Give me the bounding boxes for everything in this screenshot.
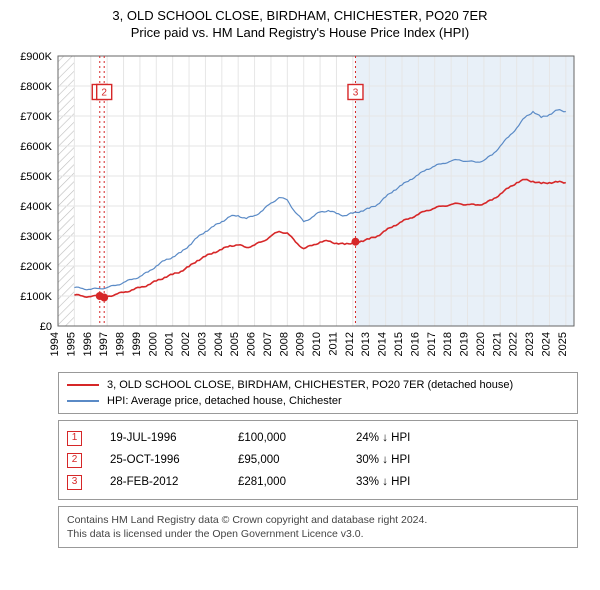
legend-swatch: [67, 384, 99, 386]
svg-text:1998: 1998: [115, 332, 127, 356]
svg-text:2: 2: [101, 88, 107, 99]
event-marker: 1: [67, 431, 82, 446]
event-price: £281,000: [238, 471, 328, 493]
svg-text:2002: 2002: [180, 332, 192, 356]
svg-text:2014: 2014: [377, 332, 389, 356]
svg-text:2024: 2024: [540, 332, 552, 356]
event-date: 25-OCT-1996: [110, 449, 210, 471]
event-marker: 3: [67, 475, 82, 490]
title-block: 3, OLD SCHOOL CLOSE, BIRDHAM, CHICHESTER…: [12, 8, 588, 40]
event-price: £95,000: [238, 449, 328, 471]
legend-box: 3, OLD SCHOOL CLOSE, BIRDHAM, CHICHESTER…: [58, 372, 578, 414]
svg-text:2011: 2011: [327, 332, 339, 356]
event-marker: 2: [67, 453, 82, 468]
svg-text:2005: 2005: [229, 332, 241, 356]
svg-text:2019: 2019: [459, 332, 471, 356]
svg-text:1994: 1994: [49, 332, 61, 356]
event-date: 19-JUL-1996: [110, 427, 210, 449]
event-row: 2 25-OCT-1996 £95,000 30% ↓ HPI: [67, 449, 569, 471]
svg-text:£600K: £600K: [20, 141, 52, 153]
svg-text:2006: 2006: [246, 332, 258, 356]
svg-text:2018: 2018: [442, 332, 454, 356]
svg-text:£500K: £500K: [20, 171, 52, 183]
chart-area: £0 £100K £200K £300K £400K £500K £600K £700K £80…: [12, 48, 588, 368]
svg-text:2022: 2022: [508, 332, 520, 356]
legend-label: HPI: Average price, detached house, Chic…: [107, 393, 342, 409]
svg-text:2012: 2012: [344, 332, 356, 356]
svg-text:£400K: £400K: [20, 201, 52, 213]
svg-text:1999: 1999: [131, 332, 143, 356]
event-diff: 33% ↓ HPI: [356, 471, 569, 493]
event-row: 1 19-JUL-1996 £100,000 24% ↓ HPI: [67, 427, 569, 449]
event-row: 3 28-FEB-2012 £281,000 33% ↓ HPI: [67, 471, 569, 493]
svg-text:£900K: £900K: [20, 51, 52, 63]
svg-text:2021: 2021: [491, 332, 503, 356]
svg-text:2008: 2008: [278, 332, 290, 356]
chart-svg: £0 £100K £200K £300K £400K £500K £600K £700K £80…: [12, 48, 588, 368]
svg-text:1995: 1995: [65, 332, 77, 356]
svg-text:2017: 2017: [426, 332, 438, 356]
svg-text:£100K: £100K: [20, 291, 52, 303]
svg-text:1997: 1997: [98, 332, 110, 356]
svg-text:£0: £0: [40, 321, 52, 333]
event-price: £100,000: [238, 427, 328, 449]
legend-label: 3, OLD SCHOOL CLOSE, BIRDHAM, CHICHESTER…: [107, 377, 513, 393]
svg-text:£200K: £200K: [20, 261, 52, 273]
chart-title-line2: Price paid vs. HM Land Registry's House …: [12, 25, 588, 40]
svg-text:1996: 1996: [82, 332, 94, 356]
svg-text:2007: 2007: [262, 332, 274, 356]
chart-container: 3, OLD SCHOOL CLOSE, BIRDHAM, CHICHESTER…: [0, 0, 600, 556]
svg-text:2016: 2016: [409, 332, 421, 356]
legend-swatch: [67, 400, 99, 402]
source-line2: This data is licensed under the Open Gov…: [67, 527, 569, 541]
source-line1: Contains HM Land Registry data © Crown c…: [67, 513, 569, 527]
svg-text:2010: 2010: [311, 332, 323, 356]
svg-text:2025: 2025: [557, 332, 569, 356]
events-box: 1 19-JUL-1996 £100,000 24% ↓ HPI 2 25-OCT-199…: [58, 420, 578, 500]
svg-text:2004: 2004: [213, 332, 225, 356]
svg-text:£800K: £800K: [20, 81, 52, 93]
svg-text:2013: 2013: [360, 332, 372, 356]
svg-text:2023: 2023: [524, 332, 536, 356]
chart-title-line1: 3, OLD SCHOOL CLOSE, BIRDHAM, CHICHESTER…: [12, 8, 588, 23]
legend-row: 3, OLD SCHOOL CLOSE, BIRDHAM, CHICHESTER…: [67, 377, 569, 393]
svg-text:£700K: £700K: [20, 111, 52, 123]
svg-text:3: 3: [353, 88, 359, 99]
svg-text:2001: 2001: [164, 332, 176, 356]
svg-text:2003: 2003: [196, 332, 208, 356]
legend-row: HPI: Average price, detached house, Chic…: [67, 393, 569, 409]
svg-text:2015: 2015: [393, 332, 405, 356]
svg-text:2009: 2009: [295, 332, 307, 356]
svg-text:2000: 2000: [147, 332, 159, 356]
event-date: 28-FEB-2012: [110, 471, 210, 493]
svg-text:2020: 2020: [475, 332, 487, 356]
event-diff: 24% ↓ HPI: [356, 427, 569, 449]
svg-text:£300K: £300K: [20, 231, 52, 243]
event-diff: 30% ↓ HPI: [356, 449, 569, 471]
source-box: Contains HM Land Registry data © Crown c…: [58, 506, 578, 548]
